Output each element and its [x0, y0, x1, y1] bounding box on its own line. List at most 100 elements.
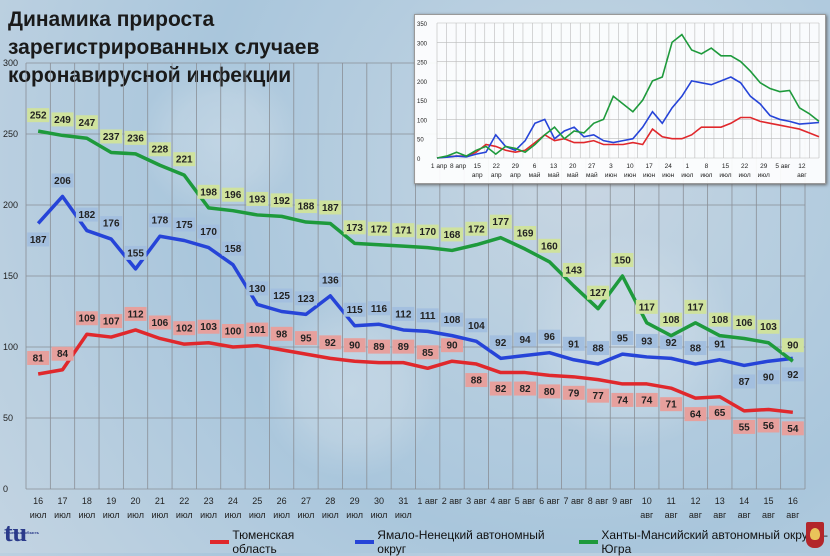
data-label: 90	[446, 341, 458, 352]
inset-x-tick-label: 8 апр	[450, 163, 467, 170]
data-label-box	[416, 308, 439, 323]
inset-x-tick-label: 13	[550, 163, 558, 170]
data-label: 108	[663, 315, 680, 326]
data-label: 249	[54, 115, 71, 126]
x-tick-label: июл	[225, 510, 242, 520]
inset-x-tick-label: 20	[569, 163, 577, 170]
data-label-box	[489, 214, 512, 229]
data-label-box	[343, 338, 366, 353]
data-label-box	[660, 312, 683, 327]
data-label: 150	[614, 256, 631, 267]
x-tick-label: июл	[371, 510, 388, 520]
data-label: 136	[322, 275, 339, 286]
data-label-box	[708, 405, 731, 420]
virus-background	[140, 60, 300, 220]
inset-x-tick-label: апр	[491, 172, 502, 179]
inset-x-tick-label: 17	[645, 163, 653, 170]
x-tick-label: авг	[713, 510, 727, 520]
inset-x-tick-label: 12	[798, 163, 806, 170]
x-tick-label: июл	[346, 510, 363, 520]
data-label: 77	[593, 391, 605, 402]
data-label: 112	[395, 309, 412, 320]
data-label: 84	[57, 349, 69, 360]
inset-y-tick-label: 300	[417, 41, 428, 47]
data-label: 188	[298, 202, 315, 213]
x-tick-label: 20	[131, 496, 141, 506]
data-label-box	[221, 241, 244, 256]
inset-x-tick-label: 1 апр	[431, 163, 448, 170]
inset-x-tick-label: июл	[700, 172, 712, 179]
data-label-box	[173, 217, 196, 232]
data-label-box	[587, 341, 610, 356]
inset-y-tick-label: 350	[417, 22, 428, 28]
data-label-box	[197, 319, 220, 334]
data-label-box	[27, 350, 50, 365]
data-label: 106	[736, 318, 753, 329]
data-label: 177	[492, 217, 509, 228]
data-label: 221	[176, 155, 193, 166]
data-label-box	[319, 335, 342, 350]
inset-series-line-blue	[436, 76, 820, 159]
data-label: 90	[787, 341, 799, 352]
data-label-box	[611, 331, 634, 346]
data-label-box	[514, 381, 537, 396]
data-label-box	[441, 227, 464, 242]
data-label: 103	[760, 322, 777, 333]
data-label: 116	[371, 304, 388, 315]
data-label-box	[246, 281, 269, 296]
data-label-box	[514, 226, 537, 241]
x-tick-label: 15	[763, 496, 773, 506]
x-tick-label: июл	[127, 510, 144, 520]
inset-x-tick-label: июл	[739, 172, 751, 179]
data-label-box	[173, 152, 196, 167]
data-label: 94	[519, 335, 531, 346]
data-label-box	[51, 112, 74, 127]
data-label-box	[124, 245, 147, 260]
x-tick-label: 27	[301, 496, 311, 506]
data-label: 96	[544, 332, 556, 343]
data-label-box	[781, 367, 804, 382]
data-label-box	[465, 318, 488, 333]
inset-x-tick-label: 24	[665, 163, 673, 170]
inset-x-tick-label: май	[586, 171, 598, 179]
data-label-box	[416, 224, 439, 239]
data-label-box	[757, 418, 780, 433]
x-tick-label: июл	[298, 510, 315, 520]
data-label: 82	[495, 384, 507, 395]
inset-x-tick-label: 3	[609, 163, 613, 170]
data-label: 71	[666, 400, 678, 411]
data-label: 173	[346, 223, 363, 234]
data-label-box	[392, 306, 415, 321]
legend-item-khmao: Ханты-Мансийский автономный округ — Югра	[579, 528, 830, 556]
data-label-box	[514, 332, 537, 347]
x-tick-label: 25	[252, 496, 262, 506]
data-label: 206	[54, 176, 71, 187]
data-label: 247	[79, 118, 96, 129]
data-label: 170	[419, 227, 436, 238]
data-label: 90	[763, 373, 775, 384]
x-tick-label: 2 авг	[442, 496, 463, 506]
x-tick-label: июл	[54, 510, 71, 520]
data-label-box	[148, 142, 171, 157]
inset-x-tick-label: июн	[605, 172, 618, 179]
data-label-box	[319, 272, 342, 287]
data-label-box	[367, 301, 390, 316]
data-label: 79	[568, 388, 580, 399]
inset-series-line-green	[436, 33, 820, 159]
data-label: 92	[666, 338, 678, 349]
data-label-box	[562, 336, 585, 351]
x-tick-label: 5 авг	[515, 496, 536, 506]
data-label-box	[684, 407, 707, 422]
data-label: 169	[517, 229, 534, 240]
data-label: 74	[617, 395, 629, 406]
data-label: 101	[249, 325, 266, 336]
data-label-box	[611, 253, 634, 267]
data-label-box	[708, 312, 731, 327]
x-tick-label: 1 авг	[417, 496, 438, 506]
data-label: 82	[519, 384, 531, 395]
data-label-box	[489, 335, 512, 350]
legend-label: Тюменская область	[232, 528, 295, 556]
data-label-box	[635, 333, 658, 348]
data-label: 252	[30, 111, 47, 122]
